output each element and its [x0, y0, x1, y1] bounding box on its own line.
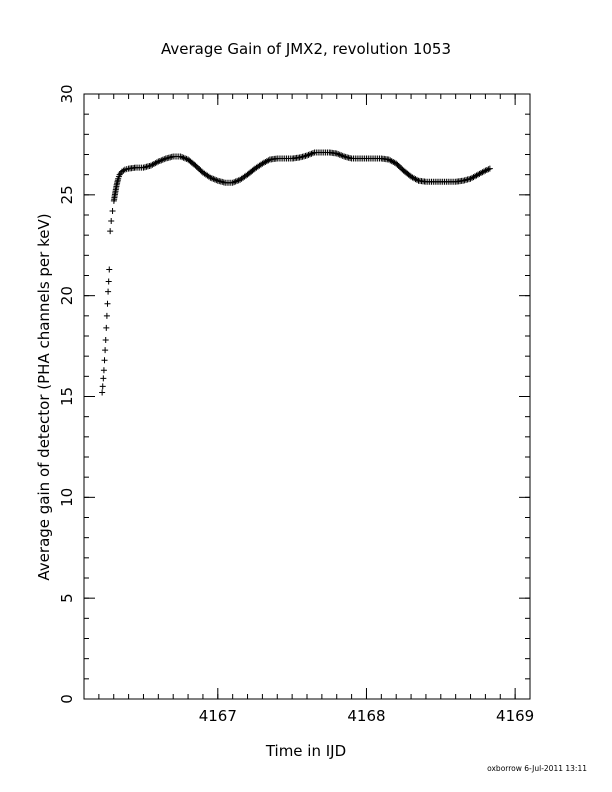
- data-point: [103, 312, 110, 319]
- data-point: [156, 157, 163, 164]
- data-point: [308, 150, 315, 157]
- data-point: [229, 179, 236, 186]
- data-point: [231, 179, 238, 186]
- data-point: [483, 166, 490, 173]
- data-point: [101, 357, 108, 364]
- data-point: [207, 174, 214, 181]
- data-point: [211, 176, 218, 183]
- footer-credit: oxborrow 6-Jul-2011 13:11: [487, 764, 587, 773]
- data-point: [182, 155, 189, 162]
- data-point: [309, 150, 316, 157]
- data-point: [161, 156, 168, 163]
- data-point: [103, 324, 110, 331]
- chart-title: Average Gain of JMX2, revolution 1053: [161, 40, 451, 58]
- data-point: [339, 152, 346, 159]
- data-point: [155, 158, 162, 165]
- data-point: [107, 228, 114, 235]
- y-tick-label: 0: [58, 694, 76, 704]
- data-point: [106, 266, 113, 273]
- x-tick-label: 4169: [496, 707, 534, 725]
- data-point: [304, 152, 310, 159]
- data-point: [232, 178, 239, 185]
- minor-ticks: [83, 93, 531, 700]
- data-point: [414, 176, 421, 183]
- y-tick-label: 25: [58, 185, 76, 204]
- x-axis-label: Time in IJD: [265, 742, 346, 760]
- data-point: [234, 177, 241, 184]
- x-tick-label: 4167: [199, 707, 237, 725]
- data-point: [99, 383, 106, 390]
- plot-frame: [83, 93, 531, 700]
- data-point: [100, 375, 107, 382]
- data-point: [104, 300, 111, 307]
- data-point: [480, 168, 487, 175]
- data-point: [180, 154, 187, 161]
- data-point: [208, 175, 215, 182]
- y-axis-label: Average gain of detector (PHA channels p…: [35, 213, 53, 580]
- data-point: [210, 175, 217, 182]
- data-point: [335, 151, 342, 158]
- data-point: [153, 159, 160, 166]
- x-tick-label: 4168: [347, 707, 385, 725]
- data-point: [105, 278, 112, 285]
- data-point: [265, 157, 272, 164]
- data-point: [305, 151, 312, 158]
- data-point: [105, 288, 112, 295]
- y-tick-label: 10: [58, 488, 76, 507]
- y-tick-label: 30: [58, 84, 76, 103]
- data-point: [306, 151, 313, 158]
- data-point: [102, 347, 109, 354]
- data-point: [159, 156, 166, 163]
- data-point: [338, 152, 345, 159]
- major-ticks: [84, 93, 530, 700]
- y-tick-labels: 0 5 10 15 20 25 30: [58, 84, 76, 703]
- data-point: [99, 389, 106, 396]
- y-tick-label: 20: [58, 286, 76, 305]
- data-point: [100, 367, 107, 374]
- data-point: [108, 218, 115, 225]
- data-point: [213, 177, 220, 184]
- data-point: [179, 154, 186, 161]
- data-point: [120, 167, 127, 174]
- data-point: [109, 207, 116, 214]
- y-tick-label: 5: [58, 593, 76, 603]
- data-points: [99, 149, 493, 396]
- data-point: [336, 151, 343, 158]
- data-point: [486, 165, 493, 172]
- x-tick-labels: 4167 4168 4169: [199, 707, 535, 725]
- data-point: [177, 153, 184, 160]
- data-point: [485, 166, 492, 173]
- data-point: [482, 167, 489, 174]
- y-tick-label: 15: [58, 387, 76, 406]
- plot-area: [83, 93, 531, 700]
- data-point: [102, 337, 109, 344]
- data-point: [333, 150, 340, 157]
- data-point: [158, 157, 165, 164]
